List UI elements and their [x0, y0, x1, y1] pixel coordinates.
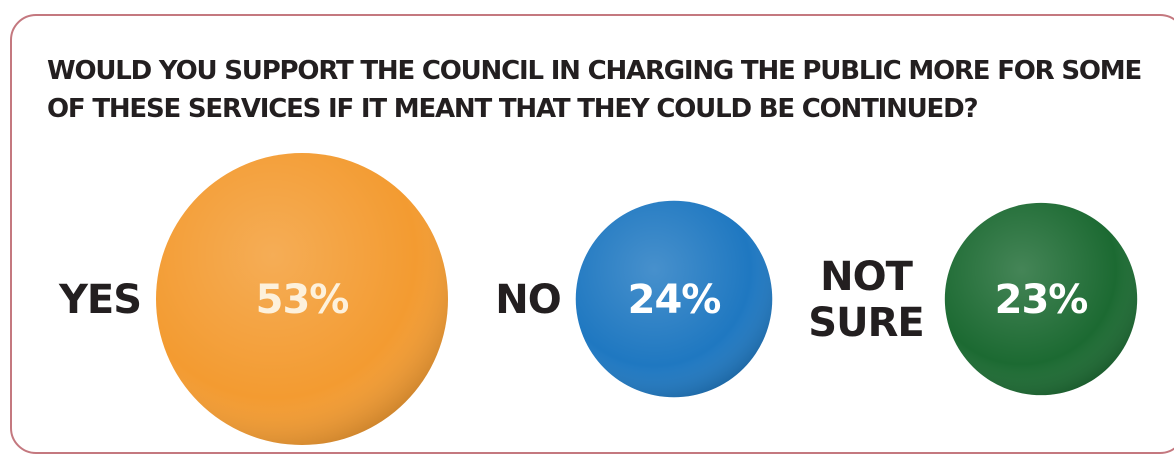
- category-label: YES: [58, 277, 141, 323]
- category-label: NO: [495, 277, 560, 323]
- bubble-shading: [156, 153, 448, 445]
- category-label: SURE: [808, 300, 923, 346]
- value-label: 23%: [995, 277, 1088, 323]
- bubble-shading: [944, 202, 1138, 396]
- value-label: 24%: [628, 277, 721, 323]
- category-label: NOT: [820, 254, 913, 300]
- value-label: 53%: [256, 277, 349, 323]
- chart-title: WOULD YOU SUPPORT THE COUNCIL IN CHARGIN…: [47, 56, 1142, 124]
- bubble-shading: [575, 200, 773, 398]
